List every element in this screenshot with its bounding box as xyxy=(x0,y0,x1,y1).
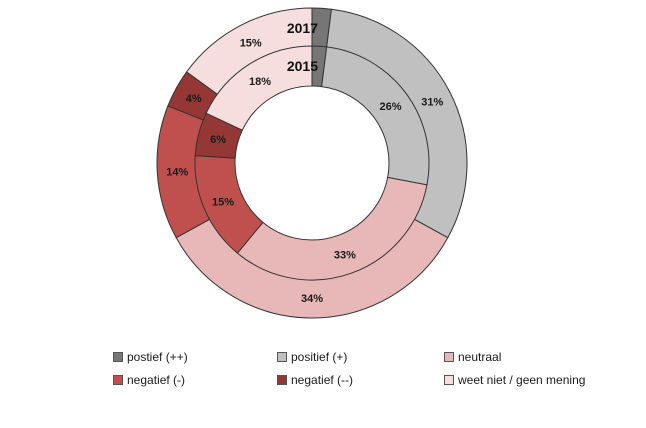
legend-label: negatief (--) xyxy=(291,373,354,387)
legend-item-2: positief (+) xyxy=(277,350,444,364)
legend-swatch xyxy=(113,352,123,362)
legend-item-4: negatief (-) xyxy=(113,373,277,387)
data-label-2015-2: 26% xyxy=(379,101,401,113)
legend-label: positief (+) xyxy=(291,350,348,364)
legend-swatch xyxy=(444,352,454,362)
data-label-2015-3: 33% xyxy=(334,249,356,261)
ring-label-2015: 2015 xyxy=(287,58,318,74)
legend-label: neutraal xyxy=(458,350,502,364)
legend-swatch xyxy=(277,352,287,362)
data-label-2017-2: 31% xyxy=(421,97,443,109)
data-label-2015-6: 18% xyxy=(249,76,271,88)
legend-item-5: negatief (--) xyxy=(277,373,444,387)
slice-2015-6 xyxy=(205,45,313,131)
legend-item-6: weet niet / geen mening xyxy=(444,373,614,387)
data-label-2017-5: 4% xyxy=(186,93,202,105)
legend-label: weet niet / geen mening xyxy=(458,373,586,387)
legend-swatch xyxy=(444,375,454,385)
slice-2015-3 xyxy=(236,176,428,281)
legend-label: negatief (-) xyxy=(127,373,186,387)
ring-label-2017: 2017 xyxy=(287,20,318,36)
donut-slices xyxy=(156,7,468,319)
data-label-2017-3: 34% xyxy=(301,293,323,305)
legend-swatch xyxy=(113,375,123,385)
legend: postief (++) positief (+) neutraal negatief… xyxy=(113,350,633,387)
data-label-2015-4: 15% xyxy=(212,197,234,209)
data-label-2017-6: 15% xyxy=(240,38,262,50)
data-label-2017-4: 14% xyxy=(166,166,188,178)
donut-labels: 31% 34% 14% 4% 15% 2017 26% 33% 15% 6% 18% 2015 xyxy=(166,20,443,305)
data-label-2015-5: 6% xyxy=(210,134,226,146)
legend-swatch xyxy=(277,375,287,385)
legend-item-3: neutraal xyxy=(444,350,614,364)
legend-label: postief (++) xyxy=(127,350,188,364)
legend-item-1: postief (++) xyxy=(113,350,277,364)
